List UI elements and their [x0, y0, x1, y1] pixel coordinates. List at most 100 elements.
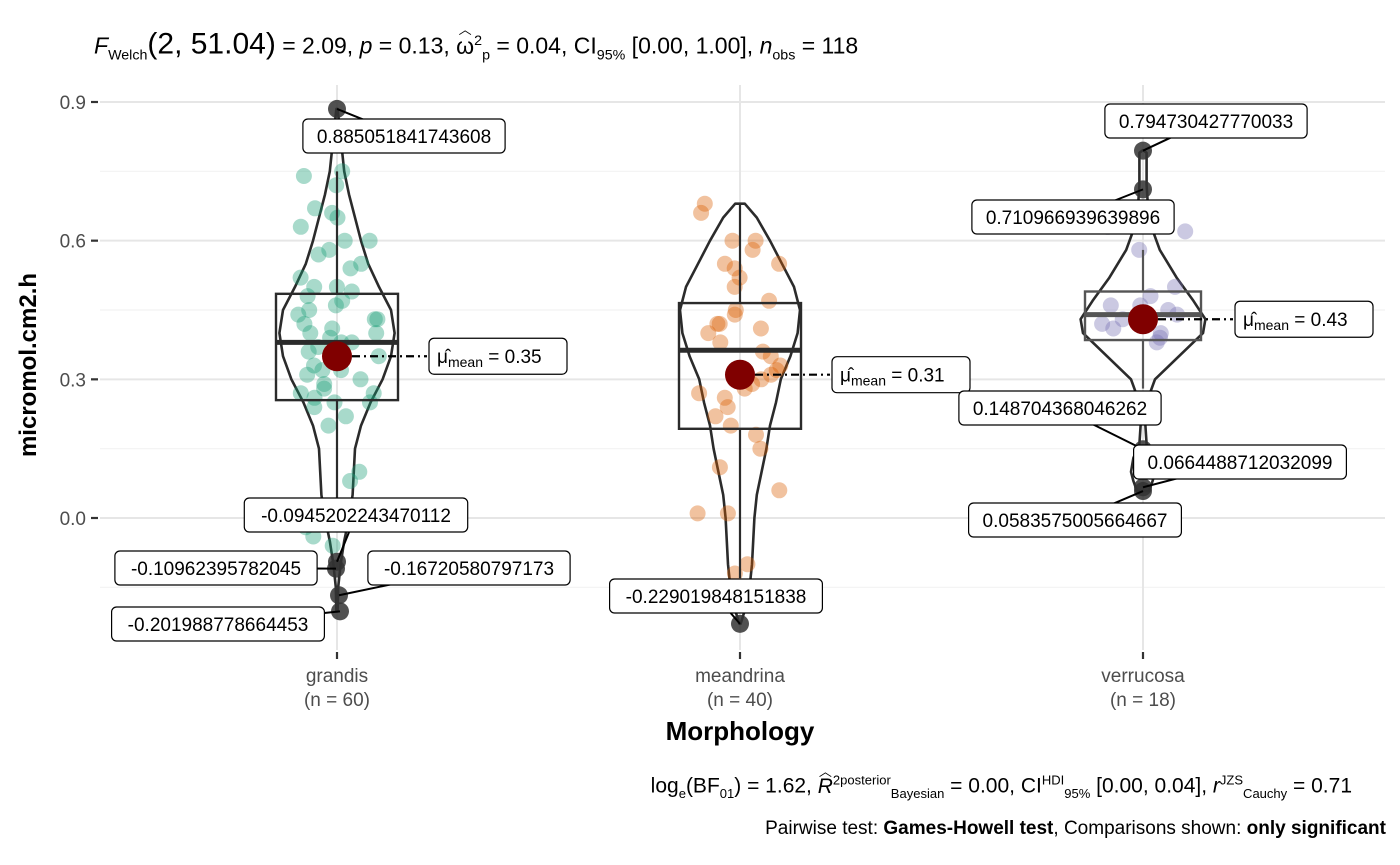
omega-symbol: ︿ ω [456, 22, 475, 59]
n-sub: obs [772, 47, 796, 64]
point-grandis [334, 163, 351, 180]
y-tick-label: 0.0 [60, 509, 86, 530]
point-meandrina [696, 195, 713, 212]
point-verrucosa [1152, 329, 1168, 346]
point-meandrina [693, 204, 710, 221]
welch-sub: Welch [108, 47, 148, 64]
outlier-label-verrucosa-text: 0.710966939639896 [986, 208, 1160, 229]
outlier-label-meandrina: -0.229019848151838 [608, 578, 823, 614]
outlier-label-grandis-box [302, 118, 506, 154]
point-meandrina [727, 302, 744, 318]
point-meandrina [716, 255, 733, 272]
point-meandrina [739, 556, 756, 573]
pairwise-test: Games-Howell test [883, 818, 1054, 839]
outlier-label-verrucosa-text: 0.0583575005664667 [983, 511, 1168, 532]
outlier-label-grandis-text: -0.10962395782045 [131, 559, 301, 580]
point-grandis [292, 218, 309, 235]
r2-value: = 0.00, CI [944, 774, 1042, 798]
point-grandis [299, 288, 316, 305]
x-tick-label-meandrina: meandrina [695, 666, 785, 687]
bf-close: ) [734, 774, 742, 798]
f-value: = 2.09, [275, 32, 360, 59]
outlier-label-grandis-text: 0.885051841743608 [317, 127, 491, 148]
point-verrucosa [1131, 241, 1148, 258]
point-verrucosa [1105, 320, 1122, 337]
mean-label-text: μ̂mean = 0.43 [1243, 310, 1348, 333]
r2-sub: Bayesian [890, 785, 945, 801]
point-meandrina [761, 292, 778, 309]
x-tick-label-verrucosa: verrucosa [1101, 666, 1185, 687]
point-meandrina [772, 357, 789, 374]
mean-label-grandis: μ̂mean = 0.35 [428, 337, 568, 375]
outlier-label-verrucosa-box [1104, 103, 1308, 139]
point-meandrina [691, 385, 708, 402]
outlier-label-verrucosa-text: 0.148704368046262 [973, 399, 1147, 420]
point-verrucosa [1152, 325, 1169, 342]
mean-label-box [428, 337, 568, 375]
point-meandrina [719, 505, 736, 522]
point-meandrina [771, 482, 788, 499]
point-grandis [334, 292, 351, 309]
mean-point-grandis [322, 341, 352, 372]
point-meandrina [700, 325, 717, 342]
outlier-label-grandis: 0.885051841743608 [302, 118, 506, 154]
point-grandis [351, 463, 368, 480]
p-symbol: p [359, 32, 373, 59]
point-meandrina [726, 260, 743, 277]
pairwise-caption: Pairwise test: Games-Howell test, Compar… [765, 818, 1386, 840]
y-tick-label: 0.3 [60, 370, 86, 391]
outlier-label-verrucosa: 0.710966939639896 [971, 199, 1175, 235]
r2-char: R [817, 774, 833, 798]
point-verrucosa [1094, 315, 1111, 332]
point-grandis [316, 376, 333, 392]
r2-sup: 2 [832, 772, 841, 788]
r2-sup-posterior: posterior [840, 772, 891, 788]
point-verrucosa [1148, 334, 1165, 351]
p-value: = 0.13, [372, 32, 457, 59]
mean-label-box [831, 356, 971, 394]
ci-value: [0.00, 1.00], [625, 32, 760, 59]
point-verrucosa [1177, 223, 1194, 240]
bf-value: = 1.62, [741, 774, 818, 798]
r-sup: JZS [1219, 772, 1244, 788]
outlier-label-verrucosa-text: 0.794730427770033 [1119, 112, 1293, 133]
r-sub: Cauchy [1243, 785, 1288, 801]
outlier-label-grandis-text: -0.0945202243470112 [261, 506, 451, 527]
log-text: log [650, 774, 679, 798]
point-grandis [320, 417, 337, 434]
bf-open: (BF [685, 774, 720, 798]
point-grandis [301, 302, 318, 318]
point-grandis [290, 306, 307, 323]
point-grandis [370, 348, 387, 365]
point-grandis [321, 241, 338, 258]
mean-label-box [1234, 300, 1374, 338]
mean-label-text: μ̂mean = 0.31 [840, 366, 945, 389]
mean-label-meandrina: μ̂mean = 0.31 [831, 356, 971, 394]
point-grandis [365, 385, 382, 402]
point-grandis [342, 473, 359, 489]
n-value: = 118 [795, 32, 859, 59]
point-grandis [295, 168, 312, 184]
mean-point-meandrina [725, 359, 755, 390]
x-tick-n-grandis: (n = 60) [304, 690, 370, 711]
point-grandis [337, 408, 354, 425]
box-grandis [274, 292, 400, 402]
bayesian-caption: loge(BF01) = 1.62, ︿ R2posteriorBayesian … [650, 765, 1352, 801]
outlier-label-verrucosa: 0.0583575005664667 [967, 502, 1182, 538]
omega-sub: p [482, 47, 490, 64]
outlier-label-grandis: -0.16720580797173 [367, 550, 571, 586]
point-verrucosa [1102, 297, 1119, 314]
point-meandrina [726, 306, 743, 323]
outlier-label-grandis-box [243, 497, 469, 533]
outlier-labels: 0.885051841743608 -0.0945202243470112 -0.1… [110, 103, 1374, 642]
point-meandrina [722, 417, 739, 434]
omega-char: ω [456, 32, 475, 59]
r-value: = 0.71 [1287, 774, 1352, 798]
point-meandrina [712, 334, 729, 351]
outlier-label-verrucosa-box [967, 502, 1182, 538]
point-meandrina [716, 389, 733, 406]
point-grandis [306, 357, 322, 374]
f-symbol: F [94, 32, 109, 59]
point-meandrina [744, 241, 761, 258]
